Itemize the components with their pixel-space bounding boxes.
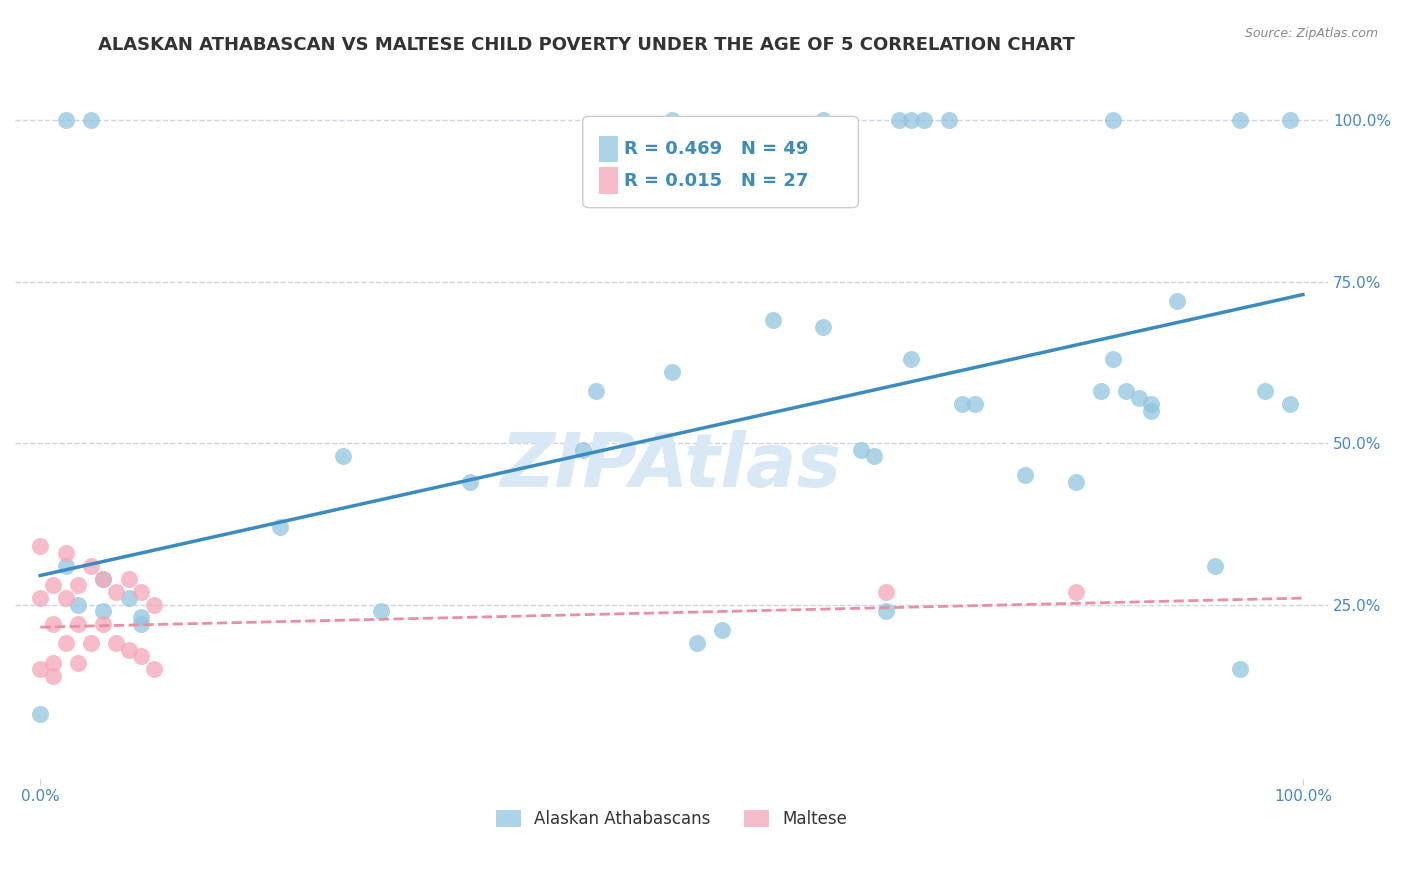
Point xyxy=(900,113,922,128)
Point xyxy=(572,442,595,457)
Point xyxy=(129,584,152,599)
Point xyxy=(117,642,139,657)
Point xyxy=(67,656,90,670)
Point xyxy=(129,649,152,664)
Point xyxy=(661,113,683,128)
Point xyxy=(963,397,986,411)
Point xyxy=(93,572,115,586)
Point xyxy=(30,591,52,606)
Point xyxy=(67,616,90,631)
Point xyxy=(93,604,115,618)
Point xyxy=(42,578,65,592)
Point xyxy=(332,449,354,463)
Text: ALASKAN ATHABASCAN VS MALTESE CHILD POVERTY UNDER THE AGE OF 5 CORRELATION CHART: ALASKAN ATHABASCAN VS MALTESE CHILD POVE… xyxy=(98,36,1076,54)
Point xyxy=(55,546,77,560)
Point xyxy=(1204,558,1226,573)
Text: R = 0.015   N = 27: R = 0.015 N = 27 xyxy=(624,171,808,189)
Point xyxy=(875,604,897,618)
Point xyxy=(30,707,52,722)
Point xyxy=(875,584,897,599)
Point xyxy=(93,616,115,631)
Point xyxy=(105,584,128,599)
Point xyxy=(55,591,77,606)
Point xyxy=(55,113,77,128)
Point xyxy=(67,578,90,592)
Point xyxy=(1090,384,1112,399)
Point xyxy=(80,558,103,573)
Point xyxy=(849,442,872,457)
Point xyxy=(42,656,65,670)
Point xyxy=(938,113,960,128)
Point xyxy=(80,113,103,128)
Point xyxy=(1014,468,1036,483)
Point xyxy=(1279,113,1302,128)
Point xyxy=(105,636,128,650)
Point xyxy=(30,662,52,676)
Text: Source: ZipAtlas.com: Source: ZipAtlas.com xyxy=(1244,27,1378,40)
Point xyxy=(117,591,139,606)
Point xyxy=(1229,113,1251,128)
Point xyxy=(55,636,77,650)
Point xyxy=(950,397,973,411)
Point xyxy=(1229,662,1251,676)
Point xyxy=(1115,384,1137,399)
Point xyxy=(129,616,152,631)
Point xyxy=(1254,384,1277,399)
Point xyxy=(686,636,709,650)
Point xyxy=(42,668,65,682)
Point xyxy=(30,540,52,554)
Point xyxy=(1140,397,1163,411)
Point xyxy=(1102,352,1125,367)
Point xyxy=(811,319,834,334)
Point xyxy=(142,662,165,676)
Text: ZIPAtlas: ZIPAtlas xyxy=(501,430,842,503)
Point xyxy=(458,475,481,489)
Point xyxy=(900,352,922,367)
Point xyxy=(761,313,783,327)
Point xyxy=(887,113,910,128)
Point xyxy=(862,449,884,463)
Point xyxy=(1166,293,1188,308)
Point xyxy=(129,610,152,624)
Point xyxy=(370,604,392,618)
Point xyxy=(1140,404,1163,418)
Point xyxy=(1128,391,1150,405)
Point xyxy=(711,624,734,638)
Legend: Alaskan Athabascans, Maltese: Alaskan Athabascans, Maltese xyxy=(489,803,853,835)
Point xyxy=(80,636,103,650)
Point xyxy=(912,113,935,128)
Point xyxy=(1279,397,1302,411)
Point xyxy=(67,598,90,612)
Point xyxy=(55,558,77,573)
Point xyxy=(585,384,607,399)
Point xyxy=(269,520,291,534)
Text: R = 0.469   N = 49: R = 0.469 N = 49 xyxy=(624,140,808,158)
Point xyxy=(117,572,139,586)
Point xyxy=(93,572,115,586)
Point xyxy=(1064,475,1087,489)
Point xyxy=(661,365,683,379)
Point xyxy=(1064,584,1087,599)
Point xyxy=(811,113,834,128)
Point xyxy=(1102,113,1125,128)
Point xyxy=(142,598,165,612)
Point xyxy=(42,616,65,631)
